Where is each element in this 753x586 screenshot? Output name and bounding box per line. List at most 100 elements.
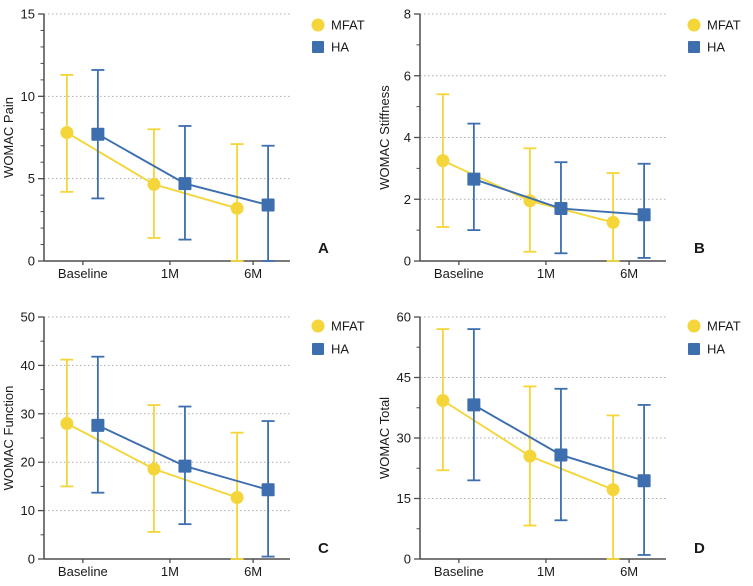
y-tick-label: 4 xyxy=(404,130,411,145)
y-tick-label: 45 xyxy=(397,370,411,385)
legend: MFAT HA xyxy=(687,319,741,357)
ha-line xyxy=(97,424,269,491)
legend-item-ha: HA xyxy=(312,342,349,357)
ha-marker xyxy=(91,127,105,141)
legend-label: MFAT xyxy=(331,18,365,33)
y-tick-label: 0 xyxy=(28,254,35,269)
panel-letter: A xyxy=(318,240,329,257)
y-tick-label: 0 xyxy=(404,254,411,269)
mfat-marker xyxy=(60,126,74,140)
mfat-marker xyxy=(436,154,450,168)
y-tick-label: 60 xyxy=(397,310,411,325)
panel-chart-a: 0 5 10 15 Baseline 1M 6M WOMAC Pain MFAT HA A xyxy=(1,7,365,282)
ha-marker xyxy=(554,202,568,216)
mfat-marker xyxy=(436,393,450,407)
y-tick-label: 50 xyxy=(21,310,35,325)
ha-marker xyxy=(261,198,275,212)
legend-mfat-marker-icon xyxy=(687,319,701,333)
legend: MFAT HA xyxy=(311,18,365,55)
mfat-marker xyxy=(147,177,161,191)
ha-marker xyxy=(467,172,481,186)
x-tick-label: 6M xyxy=(620,266,638,281)
x-tick-label: Baseline xyxy=(58,564,108,579)
y-axis-title: WOMAC Pain xyxy=(1,97,16,178)
y-axis-title: WOMAC Stiffness xyxy=(377,85,392,190)
mfat-marker xyxy=(60,416,74,430)
legend-mfat-marker-icon xyxy=(311,319,325,333)
legend: MFAT HA xyxy=(687,18,741,55)
mfat-marker xyxy=(606,215,620,229)
x-tick-label: 1M xyxy=(161,564,179,579)
legend-mfat-marker-icon xyxy=(311,18,325,32)
ha-marker xyxy=(554,448,568,462)
ha-marker xyxy=(178,177,192,191)
y-tick-label: 20 xyxy=(21,455,35,470)
panel-letter: B xyxy=(694,240,705,257)
ha-marker xyxy=(261,483,275,497)
legend-ha-marker-icon xyxy=(312,41,324,53)
x-tick-label: 6M xyxy=(620,564,638,579)
x-tick-label: Baseline xyxy=(434,564,484,579)
legend-mfat-marker-icon xyxy=(687,18,701,32)
mfat-line xyxy=(66,422,238,499)
legend-label: HA xyxy=(707,40,725,55)
y-tick-label: 30 xyxy=(397,431,411,446)
x-tick-label: 1M xyxy=(161,266,179,281)
legend-ha-marker-icon xyxy=(312,343,324,355)
y-tick-label: 0 xyxy=(28,552,35,567)
y-tick-label: 15 xyxy=(21,7,35,22)
mfat-marker xyxy=(606,483,620,497)
legend-label: MFAT xyxy=(707,18,741,33)
legend-label: HA xyxy=(331,40,349,55)
legend-label: HA xyxy=(707,342,725,357)
legend-item-mfat: MFAT xyxy=(687,319,741,334)
mfat-line xyxy=(442,159,614,224)
ha-marker xyxy=(637,208,651,222)
x-tick-label: 6M xyxy=(244,564,262,579)
x-tick-label: Baseline xyxy=(434,266,484,281)
panel-chart-b: 0 2 4 6 8 Baseline 1M 6M WOMAC Stiffness MFAT HA B xyxy=(377,7,741,282)
y-tick-label: 30 xyxy=(21,406,35,421)
y-tick-label: 10 xyxy=(21,89,35,104)
y-tick-label: 15 xyxy=(397,491,411,506)
legend: MFAT HA xyxy=(311,319,365,357)
x-tick-label: 1M xyxy=(537,266,555,281)
mfat-line xyxy=(442,399,614,491)
ha-marker xyxy=(467,398,481,412)
y-tick-label: 8 xyxy=(404,7,411,22)
legend-item-mfat: MFAT xyxy=(311,18,365,33)
panel-chart-c: 0 10 20 30 40 50 Baseline 1M 6M WOMAC Function MFA… xyxy=(1,310,365,580)
legend-label: MFAT xyxy=(707,319,741,334)
y-axis-title: WOMAC Total xyxy=(377,397,392,479)
mfat-marker xyxy=(230,491,244,505)
x-tick-label: 6M xyxy=(244,266,262,281)
y-tick-label: 2 xyxy=(404,192,411,207)
panel-letter: D xyxy=(694,540,705,557)
legend-label: HA xyxy=(331,342,349,357)
mfat-line xyxy=(66,131,238,210)
ha-marker xyxy=(91,418,105,432)
mfat-marker xyxy=(230,201,244,215)
legend-ha-marker-icon xyxy=(688,41,700,53)
legend-item-ha: HA xyxy=(312,40,349,55)
panel-chart-d: 0 15 30 45 60 Baseline 1M 6M WOMAC Total MFAT HA D xyxy=(377,310,741,580)
mfat-marker xyxy=(147,462,161,476)
y-tick-label: 40 xyxy=(21,358,35,373)
y-tick-label: 0 xyxy=(404,552,411,567)
legend-ha-marker-icon xyxy=(688,343,700,355)
ha-marker xyxy=(637,474,651,488)
y-axis-title: WOMAC Function xyxy=(1,386,16,491)
legend-item-ha: HA xyxy=(688,40,725,55)
ha-marker xyxy=(178,459,192,473)
y-tick-label: 5 xyxy=(28,171,35,186)
legend-item-ha: HA xyxy=(688,342,725,357)
y-tick-label: 10 xyxy=(21,503,35,518)
x-tick-label: Baseline xyxy=(58,266,108,281)
mfat-marker xyxy=(523,449,537,463)
legend-label: MFAT xyxy=(331,319,365,334)
legend-item-mfat: MFAT xyxy=(687,18,741,33)
panel-letter: C xyxy=(318,540,329,557)
y-tick-label: 6 xyxy=(404,68,411,83)
x-tick-label: 1M xyxy=(537,564,555,579)
